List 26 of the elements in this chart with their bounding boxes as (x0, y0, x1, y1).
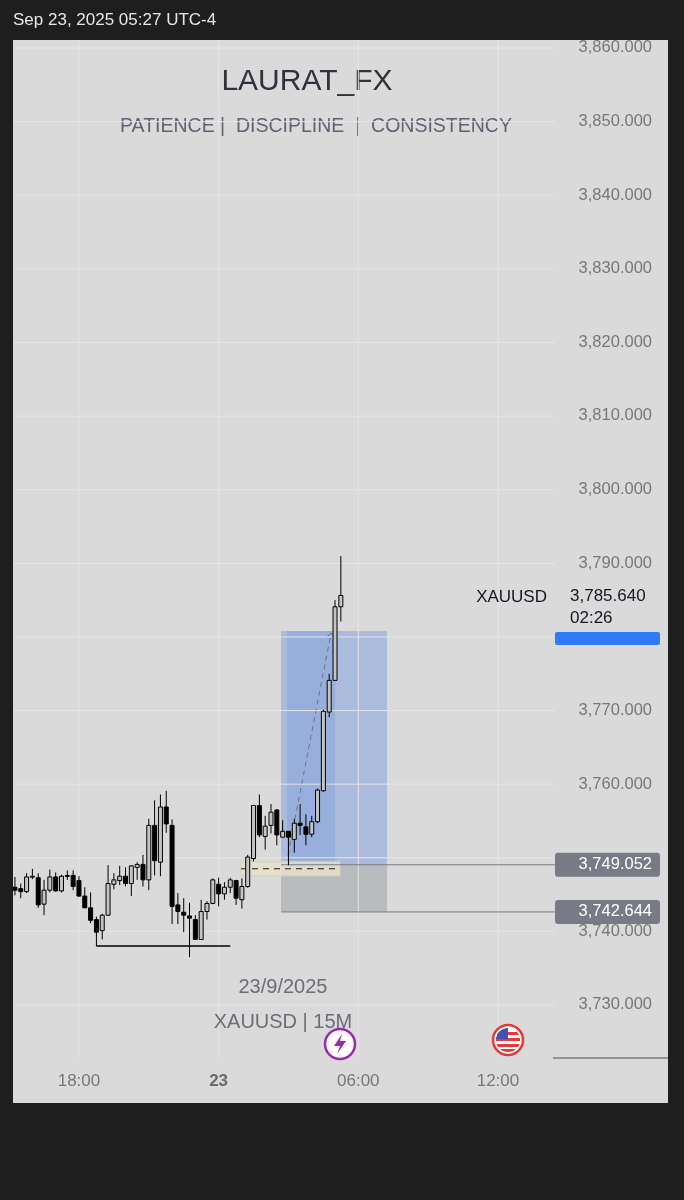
y-tick-label: 3,730.000 (578, 994, 652, 1013)
y-tick-label: 3,860.000 (578, 37, 652, 56)
y-tick-label: 3,770.000 (578, 699, 652, 718)
text: 02:26 (570, 608, 613, 628)
annotation: XAUUSD (476, 587, 547, 607)
y-tick-label: 3,810.000 (578, 405, 652, 424)
text: Sep 23, 2025 05:27 UTC-4 (13, 10, 217, 30)
y-tick-label: 3,800.000 (578, 479, 652, 498)
ref-line-label: 3,742.644 (578, 901, 652, 920)
y-tick-label: 3,840.000 (578, 184, 652, 203)
annotation: 23/9/2025 (238, 975, 328, 998)
y-tick-label: 3,820.000 (578, 331, 652, 350)
ref-line-label: 3,749.052 (578, 854, 652, 873)
text: LAURAT_FX (221, 62, 393, 96)
y-tick-label: 3,850.000 (578, 111, 652, 130)
x-tick-label: 18:00 (57, 1071, 101, 1091)
y-tick-label: 3,790.000 (578, 552, 652, 571)
x-tick-label: 12:00 (476, 1071, 520, 1091)
y-tick-label: 3,830.000 (578, 258, 652, 277)
y-tick-label: 3,740.000 (578, 920, 652, 939)
x-tick-label: 23 (209, 1071, 229, 1091)
text: 3,785.640 (570, 586, 646, 606)
x-tick-label: 06:00 (337, 1071, 380, 1091)
y-tick-label: 3,760.000 (578, 773, 652, 792)
text: PATIENCE | DISCIPLINE | CONSISTENCY (120, 114, 512, 137)
annotation: XAUUSD | 15M (213, 1010, 353, 1033)
